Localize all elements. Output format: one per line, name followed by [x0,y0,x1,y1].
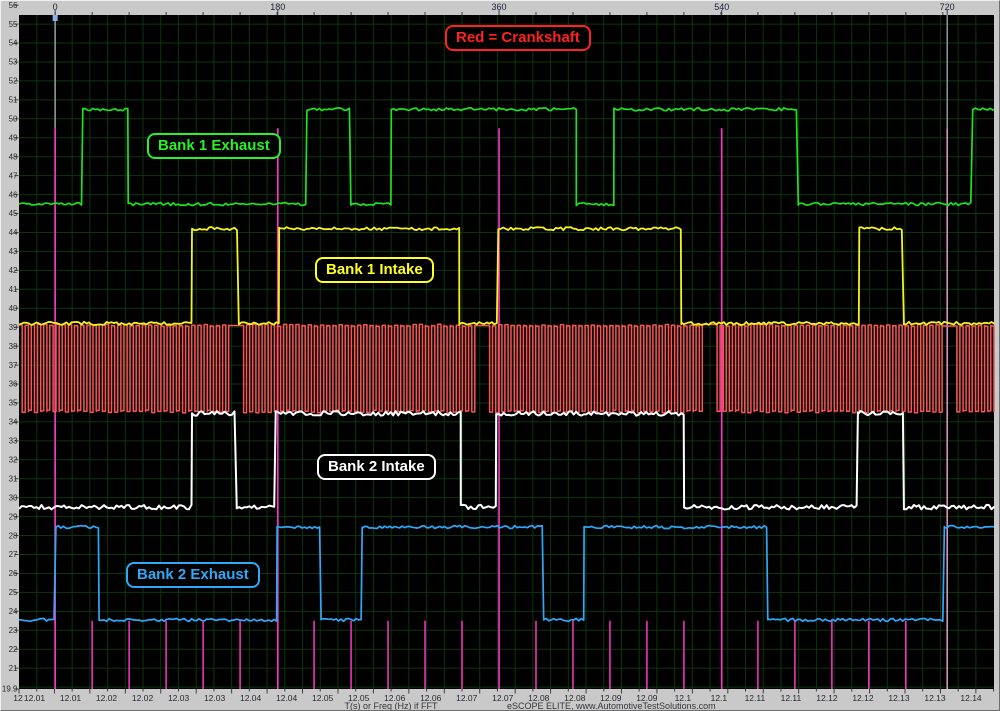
trace-bank-2-intake [18,410,995,511]
x-tick-label: 12.05 [348,693,370,703]
x-tick-label: 12.08 [564,693,586,703]
axis-ticks [14,4,995,694]
x-tick-label: 12.08 [528,693,550,703]
y-tick-label: 52 [9,77,18,86]
trace-bank-2-exhaust [18,524,995,623]
degree-tick-label: 540 [714,2,729,12]
brand-text: eSCOPE ELITE, www.AutomotiveTestSolution… [507,701,716,711]
y-tick-label: 56 [9,1,18,10]
x-tick-label: 12.03 [168,693,190,703]
y-tick-label: 38 [9,342,18,351]
y-tick-label: 55 [9,20,18,29]
y-tick-label: 28 [9,531,18,540]
x-tick-label: 12 [13,693,23,703]
y-tick-label: 42 [9,266,18,275]
trace-bank-1-exhaust [18,107,995,207]
y-tick-label: 36 [9,380,18,389]
y-tick-label: 31 [9,474,18,483]
x-tick-label: 12.04 [276,693,298,703]
x-tick-label: 12.06 [420,693,442,703]
cursor-head[interactable] [52,15,58,21]
y-tick-label: 34 [9,418,18,427]
y-axis-labels: 56 55 54 53 52 51 50 49 48 47 46 45 44 43 42 41 40 39 38 37… [2,1,18,694]
y-tick-label: 37 [9,361,18,370]
y-tick-label: 21 [9,664,18,673]
y-tick-label: 47 [9,171,18,180]
x-axis-labels: 12 12.01 12.01 12.02 12.02 12.03 12.03 12.04 12.… [13,693,982,703]
y-tick-label: 23 [9,626,18,635]
bank1-intake-label[interactable]: Bank 1 Intake [315,257,434,283]
y-tick-label: 30 [9,493,18,502]
y-tick-label: 40 [9,304,18,313]
y-tick-label: 49 [9,133,18,142]
y-tick-label: 54 [9,39,18,48]
x-tick-label: 12.02 [132,693,154,703]
x-tick-label: 12.03 [204,693,226,703]
x-tick-label: 12.09 [636,693,658,703]
y-tick-label: 53 [9,58,18,67]
y-tick-label: 45 [9,209,18,218]
x-tick-label: 12.01 [60,693,82,703]
trace-crankshaft [18,323,995,414]
y-tick-label: 26 [9,569,18,578]
trace-bank-1-intake [18,226,995,326]
x-tick-label: 12.1 [711,693,728,703]
y-tick-label: 39 [9,323,18,332]
y-tick-label: 24 [9,607,18,616]
x-tick-label: 12.13 [888,693,910,703]
degree-tick-label: 180 [270,2,285,12]
y-tick-label: 19.9 [2,685,18,694]
y-tick-label: 22 [9,645,18,654]
bank1-exhaust-label[interactable]: Bank 1 Exhaust [147,133,281,159]
degree-tick-label: 0 [53,2,58,12]
x-tick-label: 12.1 [675,693,692,703]
x-tick-label: 12.06 [384,693,406,703]
y-tick-label: 46 [9,190,18,199]
bank2-intake-label[interactable]: Bank 2 Intake [317,454,436,480]
x-tick-label: 12.07 [456,693,478,703]
bank2-exhaust-label[interactable]: Bank 2 Exhaust [126,562,260,588]
x-tick-label: 12.01 [24,693,46,703]
x-axis-title: T(s) or Freq (Hz) if FFT [344,701,438,711]
x-tick-label: 12.13 [924,693,946,703]
y-tick-label: 32 [9,455,18,464]
x-tick-label: 12.11 [745,693,766,703]
x-tick-label: 12.02 [96,693,118,703]
sync-spikes [91,620,907,689]
y-tick-label: 29 [9,512,18,521]
y-tick-label: 27 [9,550,18,559]
x-tick-label: 12.11 [781,693,802,703]
y-tick-label: 51 [9,96,18,105]
degree-axis-labels: 0 180 360 540 720 [53,2,955,12]
y-tick-label: 44 [9,228,18,237]
x-tick-label: 12.12 [852,693,874,703]
y-tick-label: 41 [9,285,18,294]
crankshaft-label[interactable]: Red = Crankshaft [445,25,591,51]
x-tick-label: 12.09 [600,693,622,703]
x-tick-label: 12.14 [960,693,982,703]
y-tick-label: 48 [9,152,18,161]
x-tick-label: 12.05 [312,693,334,703]
y-tick-label: 50 [9,115,18,124]
degree-tick-label: 360 [492,2,507,12]
y-tick-label: 25 [9,588,18,597]
x-tick-label: 12.07 [492,693,514,703]
x-tick-label: 12.12 [816,693,838,703]
x-tick-label: 12.04 [240,693,262,703]
y-tick-label: 35 [9,399,18,408]
y-tick-label: 33 [9,437,18,446]
degree-tick-label: 720 [940,2,955,12]
grid [19,15,994,689]
y-tick-label: 43 [9,247,18,256]
